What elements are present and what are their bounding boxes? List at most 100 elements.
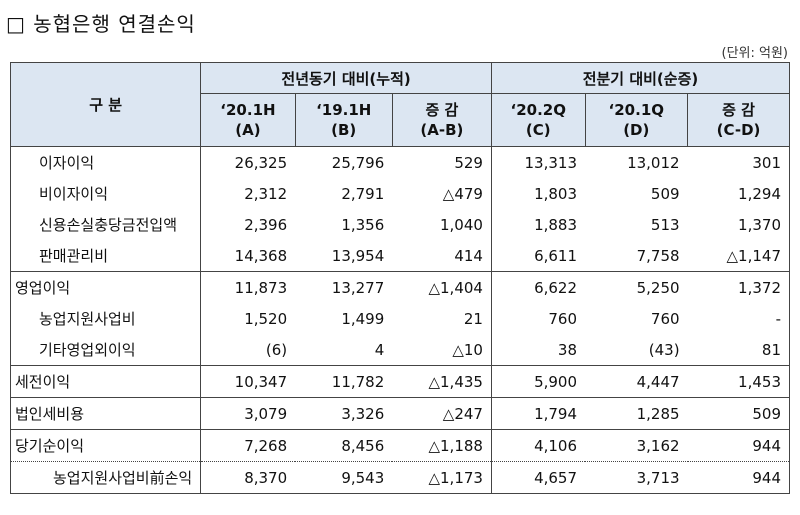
value-cell: - (775, 309, 781, 328)
value-cell: 11,782 (295, 365, 393, 398)
value-cell: 760 (650, 309, 680, 328)
value-cell: △1,404 (392, 271, 492, 303)
table-row: 기타영업외이익 (6) 4 △10 38 (43) 81 (11, 334, 790, 366)
group-header: 전분기 대비(순증) (490, 62, 791, 94)
value-cell: 3,713 (585, 461, 688, 494)
value-cell: 414 (454, 246, 483, 265)
value-cell: △247 (392, 397, 492, 430)
column-header: ‘20.2Q (C) (490, 93, 586, 147)
value-cell: (6) (200, 334, 296, 366)
column-header: 증 감 (A-B) (391, 93, 492, 147)
value-cell: 5,250 (585, 271, 688, 303)
value-cell: 1,294 (738, 184, 781, 203)
value-cell: 3,079 (200, 397, 296, 430)
value-cell: 13,954 (331, 246, 385, 265)
row-label: 세전이익 (10, 365, 201, 398)
value-cell: △1,147 (726, 246, 781, 265)
value-cell: 5,900 (490, 365, 586, 398)
value-cell: △1,173 (392, 461, 492, 494)
value-cell: 1,040 (440, 215, 483, 234)
table-row: 비이자이익 2,312 2,791 △479 1,803 509 1,294 (11, 178, 790, 209)
value-cell: 13,313 (490, 146, 586, 178)
value-cell: (43) (648, 340, 680, 359)
value-cell: 509 (650, 184, 680, 203)
value-cell: 6,622 (490, 271, 586, 303)
value-cell: 4 (374, 340, 385, 359)
row-label: 기타영업외이익 (39, 341, 136, 359)
value-cell: 7,268 (200, 429, 296, 462)
column-period: ‘20.1Q (608, 101, 665, 119)
value-cell: △479 (442, 184, 483, 203)
income-table: 구 분 전년동기 대비(누적) 전분기 대비(순증) ‘20.1H (A) ‘19.1… (9, 62, 791, 494)
column-code: (D) (623, 121, 650, 139)
row-label: 당기순이익 (10, 429, 201, 462)
column-period: ‘20.2Q (510, 101, 566, 119)
table-row: 법인세비용 3,079 3,326 △247 1,794 1,285 509 (10, 397, 790, 430)
column-header: ‘19.1H (B) (294, 93, 393, 147)
value-cell: 14,368 (200, 240, 296, 272)
value-cell: 2,791 (341, 184, 385, 203)
header-row: 구 분 전년동기 대비(누적) 전분기 대비(순증) (9, 62, 791, 147)
table-row: 신용손실충당금전입액 2,396 1,356 1,040 1,883 513 1,370 (11, 209, 790, 240)
value-cell: 7,758 (636, 246, 680, 265)
column-code: (A-B) (420, 121, 464, 139)
value-cell: 760 (490, 303, 586, 334)
value-cell: 1,499 (341, 309, 385, 328)
corner-cell: 구 분 (9, 62, 202, 147)
value-cell: 3,162 (585, 429, 688, 462)
table-row: 당기순이익 7,268 8,456 △1,188 4,106 3,162 944 (10, 429, 790, 462)
table-row: 영업이익 11,873 13,277 △1,404 6,622 5,250 1,372 (10, 271, 790, 303)
table-body: 이자이익 26,325 25,796 529 13,313 13,012 301 비이자이익 2… (10, 146, 790, 494)
value-cell: 1,520 (200, 303, 296, 334)
unit-note: (단위: 억원) (721, 46, 789, 61)
column-period: 증 감 (722, 101, 755, 119)
value-cell: 8,456 (295, 429, 393, 462)
value-cell: 13,277 (295, 271, 393, 303)
row-label: 법인세비용 (10, 397, 201, 430)
row-label: 판매관리비 (39, 247, 109, 265)
column-period: 증 감 (425, 101, 459, 119)
value-cell: 21 (463, 309, 483, 328)
header-row: ‘20.1H (A) ‘19.1H (B) 증 감 (A-B) ‘20.2Q (C) ‘20.1… (11, 93, 790, 147)
column-header: ‘20.1H (A) (200, 93, 296, 147)
value-cell: 4,106 (490, 429, 586, 462)
row-label: 신용손실충당금전입액 (39, 216, 178, 234)
value-cell: 10,347 (200, 365, 296, 398)
table-row: 판매관리비 14,368 13,954 414 6,611 7,758 △1,147 (11, 240, 790, 272)
column-header: 증 감 (C-D) (687, 93, 790, 147)
value-cell: 38 (490, 334, 586, 366)
value-cell: 1,803 (490, 178, 586, 209)
group-header: 전년동기 대비(누적) (200, 62, 492, 94)
value-cell: 1,372 (687, 271, 790, 303)
table-row: 이자이익 26,325 25,796 529 13,313 13,012 301 (11, 146, 790, 178)
value-cell: 2,396 (200, 209, 296, 240)
column-period: ‘20.1H (220, 101, 276, 119)
row-label: 이자이익 (39, 154, 95, 172)
column-period: ‘19.1H (316, 101, 372, 119)
value-cell: 9,543 (295, 461, 393, 494)
column-code: (C-D) (716, 121, 761, 139)
column-header: ‘20.1Q (D) (584, 93, 689, 147)
value-cell: 4,657 (490, 461, 586, 494)
value-cell: 2,312 (200, 178, 296, 209)
value-cell: 944 (687, 429, 790, 462)
value-cell: 529 (454, 153, 483, 172)
table-head: 구 분 전년동기 대비(누적) 전분기 대비(순증) ‘20.1H (A) ‘19.1… (9, 62, 791, 147)
row-label: 영업이익 (10, 271, 201, 303)
value-cell: 513 (650, 215, 680, 234)
value-cell: 1,453 (687, 365, 790, 398)
value-cell: 1,794 (490, 397, 586, 430)
value-cell: △10 (452, 340, 483, 359)
table-row: 농업지원사업비前손익 8,370 9,543 △1,173 4,657 3,713 944 (10, 461, 790, 494)
value-cell: 301 (752, 153, 781, 172)
value-cell: 1,883 (490, 209, 586, 240)
value-cell: 4,447 (585, 365, 688, 398)
column-code: (A) (235, 121, 261, 139)
value-cell: 1,356 (341, 215, 385, 234)
row-label: 농업지원사업비前손익 (10, 461, 201, 494)
row-label: 농업지원사업비 (39, 310, 136, 328)
value-cell: 944 (687, 461, 790, 494)
value-cell: 1,285 (585, 397, 688, 430)
column-code: (B) (331, 121, 357, 139)
